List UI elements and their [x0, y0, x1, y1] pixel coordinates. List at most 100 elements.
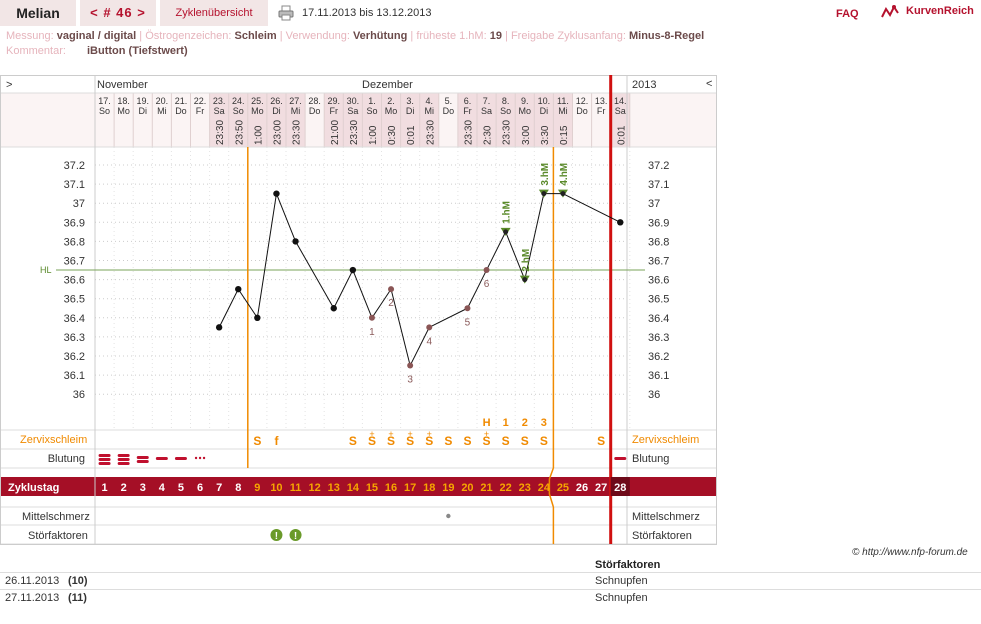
zyklustag-value: 23	[519, 482, 531, 494]
zervixschleim-plus: +	[427, 429, 432, 439]
time-column-shade	[286, 93, 306, 147]
day-date: 13.	[595, 96, 608, 106]
day-weekday: Sa	[615, 106, 626, 116]
time-column-shade	[228, 93, 248, 147]
verwendung-label: Verwendung:	[285, 30, 350, 42]
hl-temperature-point	[388, 286, 395, 293]
day-weekday: Fr	[330, 106, 339, 116]
zervixschleim-value: S	[387, 434, 395, 448]
stoerfaktor-row: 27.11.2013 (11) Schnupfen	[0, 589, 981, 607]
temperature-line	[218, 288, 239, 328]
hl-temperature-point	[464, 305, 471, 312]
cycle-phase-chevron	[548, 467, 555, 508]
kurvenreich-logo[interactable]: KurvenReich	[880, 3, 980, 23]
cycle-overview-tab[interactable]: Zyklenübersicht	[160, 0, 268, 26]
day-date: 21.	[175, 96, 188, 106]
zyklustag-value: 24	[538, 482, 551, 494]
zyklustag-value: 19	[442, 482, 454, 494]
temperature-line	[333, 269, 354, 309]
day-weekday: Mo	[385, 106, 398, 116]
temperature-point	[617, 219, 624, 226]
day-date: 1.	[368, 96, 376, 106]
day-time: 23:50	[234, 120, 245, 145]
day-time: 3:00	[521, 125, 532, 145]
zyklustag-value: 9	[254, 482, 260, 494]
hl-number: 2	[388, 298, 394, 309]
temperature-line	[390, 289, 411, 366]
day-date: 29.	[327, 96, 340, 106]
temperature-line	[562, 193, 621, 223]
zyklustag-label: Zyklustag	[8, 482, 59, 494]
day-weekday: So	[500, 106, 511, 116]
nav-prev-button[interactable]: >	[6, 79, 12, 91]
zyklustag-value: 22	[500, 482, 512, 494]
day-time: 21:00	[330, 120, 341, 145]
faq-link[interactable]: FAQ	[836, 8, 859, 20]
bleeding-mark	[117, 458, 130, 461]
temperature-line	[429, 307, 468, 328]
zyklustag-value: 18	[423, 482, 435, 494]
day-date: 20.	[156, 96, 169, 106]
hl-number: 5	[465, 317, 471, 328]
day-date: 14.	[614, 96, 627, 106]
y-tick-label: 37	[73, 198, 85, 210]
user-name[interactable]: Melian	[0, 0, 76, 26]
cycle-navigation[interactable]: < # 46 >	[80, 0, 156, 26]
temperature-line	[295, 241, 335, 309]
temperature-line	[486, 231, 507, 271]
printer-icon[interactable]	[278, 5, 294, 21]
y-tick-label-right: 36.5	[648, 294, 669, 306]
top-bar: Melian < # 46 > Zyklenübersicht 17.11.20…	[0, 0, 981, 26]
stoerfaktor-icon	[289, 529, 302, 541]
zervixschleim-value: S	[483, 434, 491, 448]
oestrogen-label: Östrogenzeichen:	[145, 30, 232, 42]
zervixschleim-label: Zervixschleim	[20, 434, 87, 446]
day-weekday: Di	[139, 106, 148, 116]
nav-next-button[interactable]: <	[706, 78, 712, 90]
zyklustag-value: 8	[235, 482, 241, 494]
final-day-cell	[610, 477, 630, 496]
zyklustag-value: 4	[159, 482, 166, 494]
y-tick-label: 36.4	[64, 313, 85, 325]
day-date: 22.	[194, 96, 207, 106]
temperature-point	[503, 229, 509, 235]
spotting-mark	[202, 456, 206, 460]
year-label: 2013	[632, 79, 656, 91]
zyklustag-bar	[0, 477, 717, 496]
temperature-line	[524, 193, 545, 280]
day-date: 5.	[445, 96, 453, 106]
bleeding-mark	[136, 460, 149, 463]
temperature-point	[254, 314, 261, 321]
y-tick-label-right: 36.8	[648, 236, 669, 248]
hl-number: 6	[484, 279, 490, 290]
temperature-point	[273, 190, 280, 197]
mittelschmerz-label-right: Mittelschmerz	[632, 511, 700, 523]
y-tick-label-right: 37.2	[648, 160, 669, 172]
day-date: 11.	[557, 96, 569, 106]
day-weekday: Fr	[597, 106, 606, 116]
y-tick-label: 36.5	[64, 294, 85, 306]
y-tick-label-right: 37	[648, 198, 660, 210]
freigabe-value: Minus-8-Regel	[628, 30, 705, 42]
time-column-shade	[247, 93, 267, 147]
zervixschleim-plus: +	[369, 429, 374, 439]
day-time: 0:15	[559, 125, 570, 145]
zervixschleim-value: S	[521, 434, 529, 448]
y-tick-label-right: 36.3	[648, 332, 669, 344]
y-tick-label-right: 37.1	[648, 179, 669, 191]
zervixschleim-value: S	[425, 434, 433, 448]
zervixschleim-plus: +	[388, 429, 393, 439]
time-column-shade	[209, 93, 229, 147]
temperature-line	[237, 288, 258, 319]
bleeding-mark	[614, 457, 627, 460]
zyklustag-value: 16	[385, 482, 397, 494]
day-weekday: Di	[272, 106, 281, 116]
day-date: 28.	[308, 96, 321, 106]
kommentar-label: Kommentar:	[6, 45, 66, 57]
y-tick-label-right: 36.6	[648, 275, 669, 287]
meta-line-2: Kommentar: iButton (Tiefstwert)	[6, 45, 188, 57]
temperature-point	[522, 277, 528, 283]
hl-number: 4	[426, 336, 432, 347]
zervixschleim-value: S	[540, 434, 548, 448]
day-date: 24.	[232, 96, 245, 106]
